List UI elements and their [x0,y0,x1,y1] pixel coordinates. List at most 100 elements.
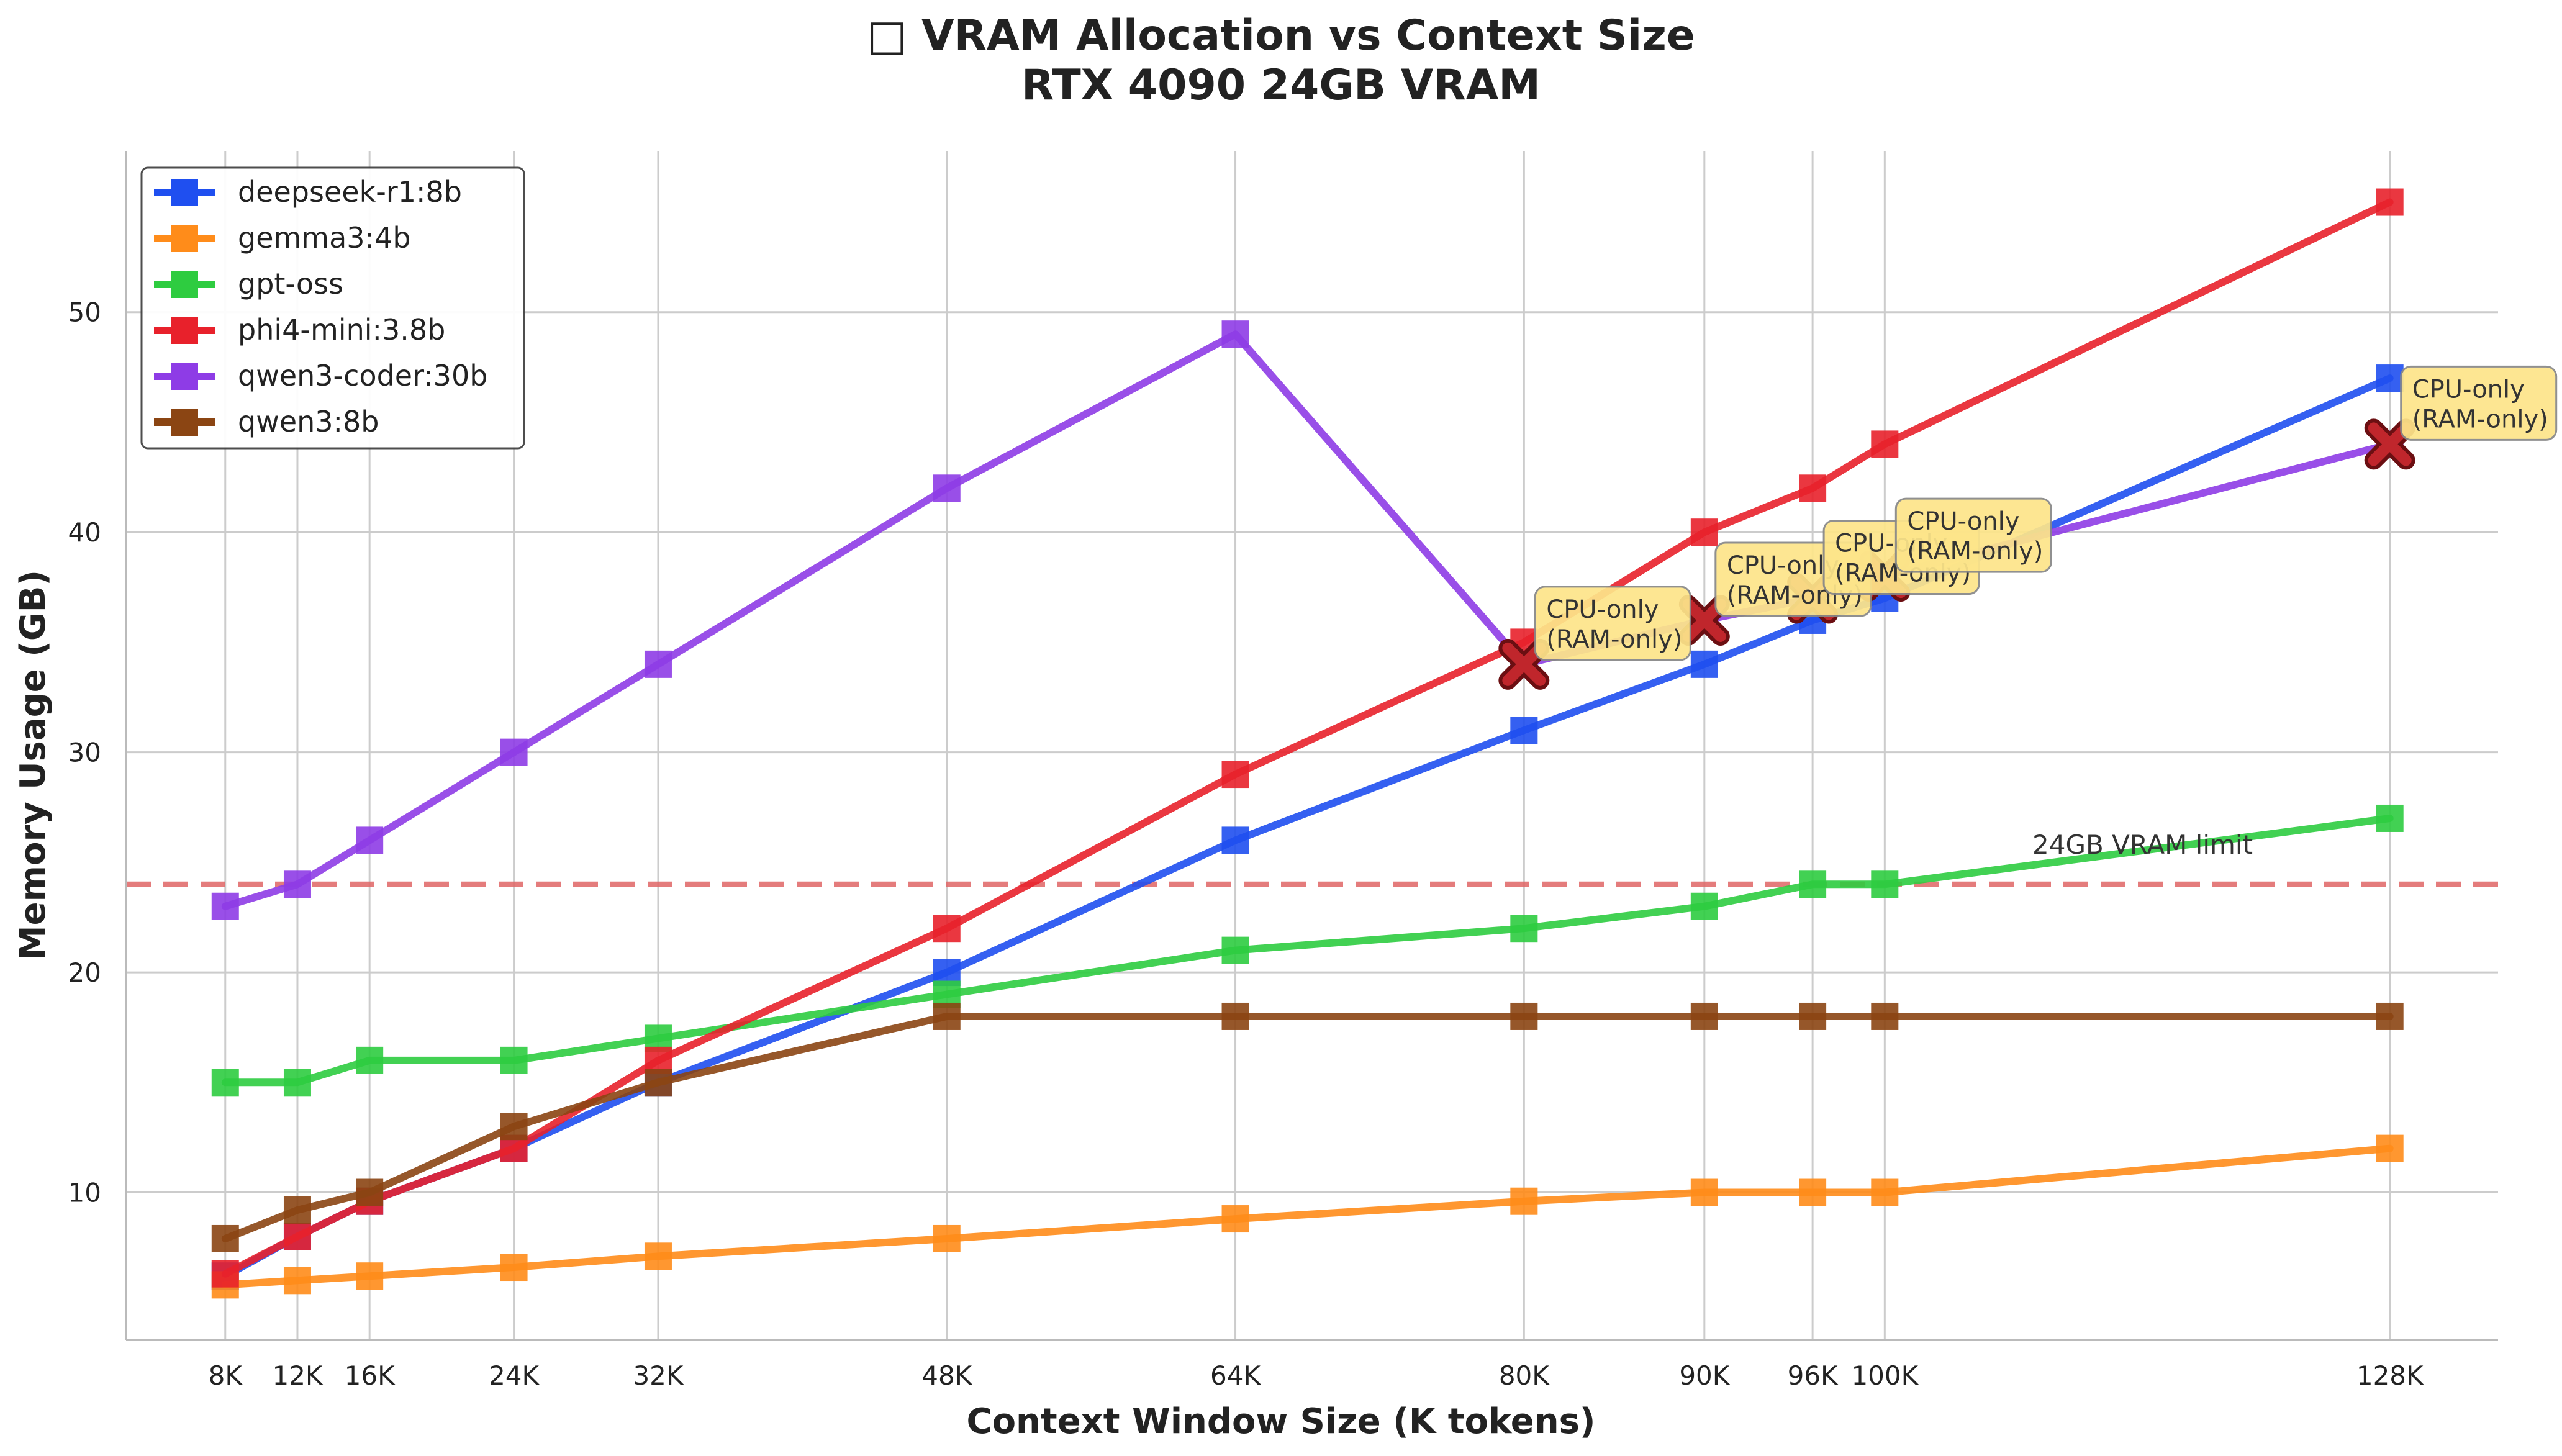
data-point [1690,892,1718,920]
data-point [933,1002,961,1030]
legend-label: gpt-oss [238,267,343,301]
y-tick-label: 50 [68,297,101,328]
data-point [1690,1002,1718,1030]
data-point [283,1069,311,1097]
data-point [1871,430,1899,458]
x-tick-label: 96K [1788,1360,1839,1391]
data-point [211,1069,239,1097]
legend-swatch-marker [171,271,198,298]
data-point [283,1196,311,1224]
x-tick-label: 64K [1210,1360,1261,1391]
x-tick-label: 32K [633,1360,684,1391]
x-tick-label: 16K [345,1360,396,1391]
data-point [1221,1205,1249,1233]
data-point [644,1242,672,1270]
data-point [1799,1002,1827,1030]
data-point [356,1046,384,1074]
data-point [644,650,672,678]
y-axis-label: Memory Usage (GB) [13,570,53,960]
data-point [1690,1178,1718,1206]
data-point [500,738,528,766]
data-point [211,892,239,920]
data-point [1799,1178,1827,1206]
vram-limit-label: 24GB VRAM limit [2032,830,2253,860]
x-tick-label: 8K [209,1360,243,1391]
legend-label: phi4-mini:3.8b [238,313,445,346]
cpu-only-annotation-line1: CPU-only [2412,375,2525,404]
legend-label: qwen3-coder:30b [238,359,487,392]
cpu-only-marker [1502,642,1546,686]
legend-swatch-marker [171,409,198,436]
legend: deepseek-r1:8b gemma3:4b gpt-oss phi4-mini:… [140,166,525,450]
x-tick-label: 12K [272,1360,323,1391]
data-point [211,1224,239,1252]
data-point [500,1113,528,1141]
data-point [1510,915,1538,943]
data-point [1221,320,1249,348]
data-point [1799,474,1827,502]
cpu-only-annotation-line2: (RAM-only) [1546,625,1682,654]
data-point [1221,1002,1249,1030]
legend-swatch-marker [171,225,198,252]
data-point [1871,1178,1899,1206]
cpu-only-annotations: CPU-only(RAM-only)CPU-only(RAM-only)CPU-… [1534,365,2558,860]
data-point [356,1178,384,1206]
y-tick-label: 40 [68,517,101,548]
data-point [1510,1002,1538,1030]
legend-box [140,166,525,450]
data-point [1221,936,1249,964]
data-point [1510,1187,1538,1215]
cpu-only-marker [1682,598,1726,642]
legend-label: deepseek-r1:8b [238,175,462,209]
data-point [1690,518,1718,546]
x-tick-label: 24K [489,1360,540,1391]
cpu-only-annotation-line2: (RAM-only) [2412,405,2548,433]
chart-subtitle: RTX 4090 24GB VRAM [1021,61,1541,110]
x-tick-label: 100K [1851,1360,1919,1391]
legend-swatch-marker [171,363,198,390]
x-tick-label: 48K [921,1360,972,1391]
cpu-only-annotation-line1: CPU-only [1907,507,2019,536]
legend-label: gemma3:4b [238,221,411,255]
cpu-only-annotation-box [1534,586,1691,661]
data-point [2376,364,2404,392]
y-tick-label: 10 [68,1178,101,1208]
y-tick-label: 20 [68,957,101,988]
cpu-only-annotation-line1: CPU-only [1727,551,1839,580]
data-point [2376,1002,2404,1030]
y-tick-label: 30 [68,738,101,768]
data-point [933,915,961,943]
x-tick-label: 90K [1679,1360,1730,1391]
data-point [356,1262,384,1290]
data-point [1871,1002,1899,1030]
x-axis-label: Context Window Size (K tokens) [966,1401,1595,1442]
data-point [933,1224,961,1252]
legend-swatch-marker [171,317,198,344]
data-point [356,826,384,854]
cpu-only-annotation-box [1894,497,2052,573]
cpu-only-marker [2368,422,2412,466]
data-point [211,1260,239,1288]
data-point [1221,826,1249,854]
data-point [1871,870,1899,898]
legend-swatch-marker [171,179,198,206]
data-point [1799,870,1827,898]
cpu-only-annotation-line2: (RAM-only) [1907,537,2043,566]
data-point [500,1254,528,1282]
data-point [2376,804,2404,832]
axes: 8K 12K 16K 24K 32K 48K 64K 80K 90K 96K 100K 128K 10 2… [68,151,2498,1391]
cpu-only-annotation-box [2400,365,2558,441]
data-point [2376,188,2404,216]
data-point [283,1223,311,1250]
data-point [1221,761,1249,789]
data-point [933,474,961,502]
data-point [2376,1134,2404,1162]
legend-label: qwen3:8b [238,405,379,438]
data-point [500,1046,528,1074]
data-point [283,870,311,898]
data-point [1690,650,1718,678]
cpu-only-annotation-line1: CPU-only [1546,595,1659,624]
x-tick-label: 128K [2356,1360,2424,1391]
data-point [283,1267,311,1295]
